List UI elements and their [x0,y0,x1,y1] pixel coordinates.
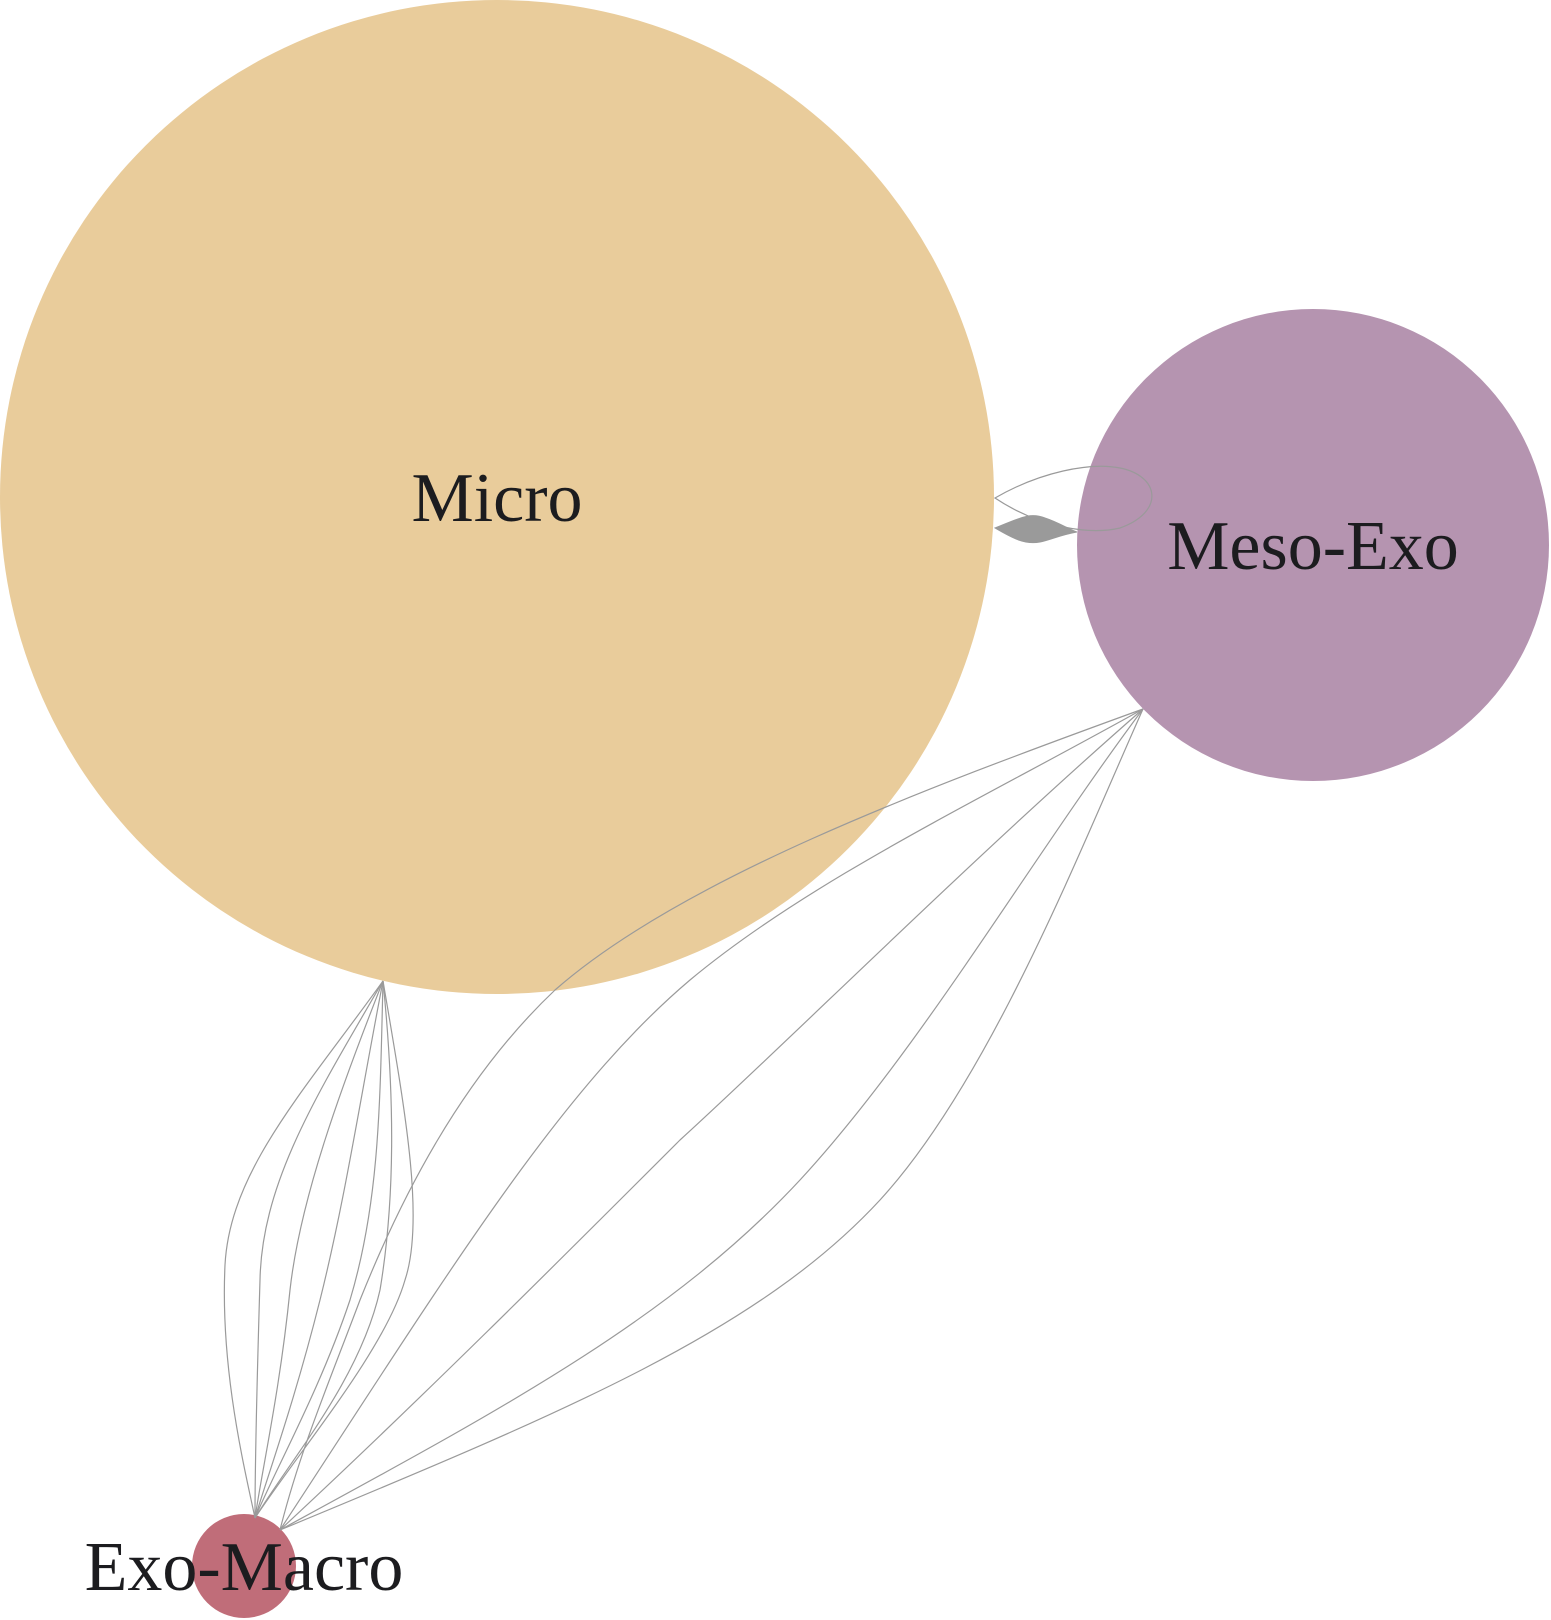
edge-micro-exo-macro-3 [254,980,384,1519]
edge-micro-exo-macro-2 [254,980,384,1519]
label-exo-macro: Exo-Macro [85,1529,404,1606]
edge-micro-exo-macro-5 [254,980,384,1519]
labels-layer: Micro Meso-Exo Exo-Macro [85,460,1459,1606]
edge-micro-exo-macro-6 [254,980,393,1519]
edge-meso-exo-exo-macro-3 [279,708,1144,1531]
node-exo-macro[interactable] [192,1514,296,1618]
edge-meso-exo-exo-macro-2 [279,708,1144,1531]
edge-meso-exo-exo-macro-4 [279,708,1144,1531]
node-meso-exo[interactable] [1077,309,1549,781]
node-micro[interactable] [0,0,994,994]
edge-micro-exo-macro-1 [223,980,384,1519]
edge-meso-exo-exo-macro-5 [279,708,1144,1531]
label-meso-exo: Meso-Exo [1167,508,1459,585]
label-micro: Micro [411,460,582,537]
edge-meso-exo-exo-macro-1 [279,708,1144,1531]
edge-micro-exo-macro-7 [254,980,414,1519]
edges-layer [223,465,1153,1531]
edge-micro-exo-macro-4 [254,980,384,1519]
edge-micro-meso-exo-thick [993,515,1078,544]
